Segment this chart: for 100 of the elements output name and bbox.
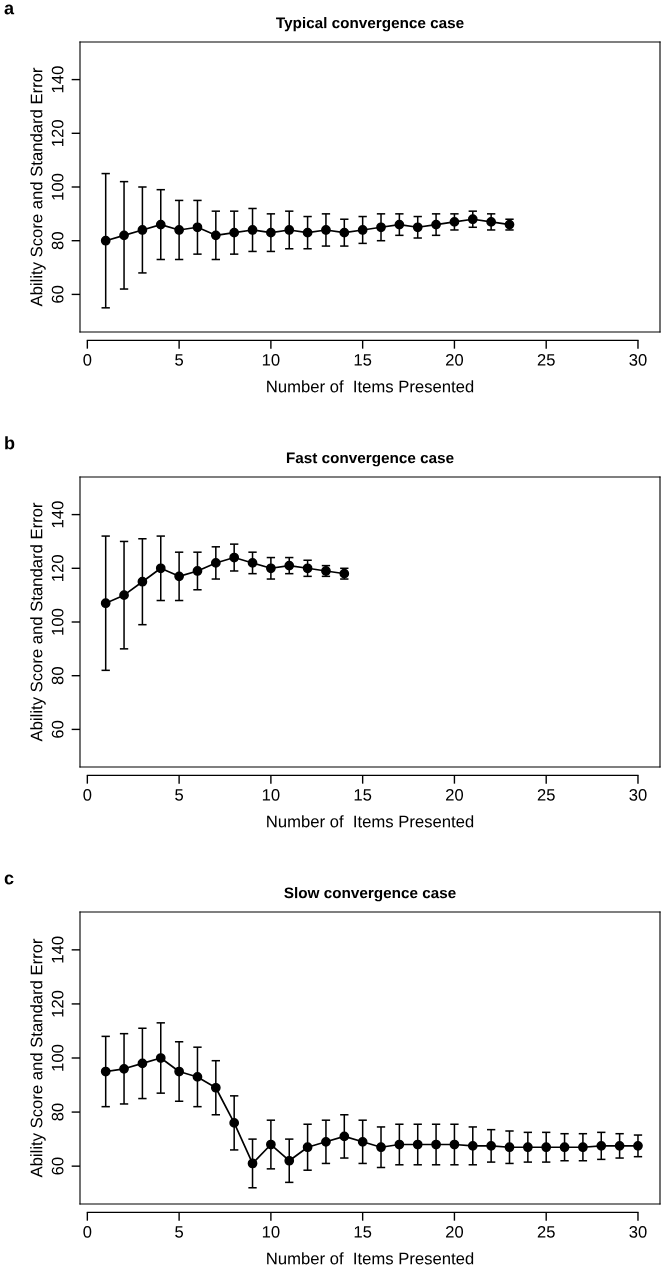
- point: [155, 1053, 166, 1063]
- point: [119, 1063, 129, 1074]
- x-tick-label: 15: [354, 354, 372, 366]
- point: [357, 225, 368, 235]
- point: [137, 225, 148, 235]
- point: [210, 1082, 221, 1093]
- x-axis-title: Number of Items Presented: [267, 1252, 474, 1265]
- x-tick-label: 0: [83, 353, 92, 366]
- y-tick-label: 80: [51, 232, 64, 250]
- point: [578, 1142, 588, 1153]
- x-tick-label: 0: [83, 1225, 92, 1238]
- x-tick-label: 10: [262, 353, 280, 366]
- y-axis-title: Ability Score and Standard Error: [30, 502, 46, 742]
- y-tick-label: 140: [51, 501, 64, 528]
- x-tick-label: 20: [446, 788, 464, 801]
- x-tick-label: 10: [262, 788, 280, 801]
- point: [504, 1142, 515, 1153]
- x-tick-label: 15: [354, 789, 372, 801]
- point: [376, 1142, 386, 1153]
- point: [339, 1131, 350, 1142]
- x-tick-label: 25: [537, 1225, 555, 1238]
- point: [633, 1141, 643, 1151]
- point: [339, 227, 350, 238]
- x-tick-label: 15: [354, 1226, 372, 1238]
- y-tick-label: 60: [51, 1157, 64, 1175]
- point: [137, 1058, 148, 1069]
- point: [229, 227, 240, 238]
- point: [467, 1141, 478, 1151]
- point: [431, 1139, 441, 1150]
- x-tick-label: 30: [629, 353, 647, 366]
- point: [449, 1139, 460, 1150]
- point: [192, 566, 203, 576]
- y-tick-label: 80: [51, 667, 64, 685]
- x-tick-label: 30: [629, 1225, 647, 1238]
- point: [174, 1066, 184, 1077]
- x-tick-label: 5: [175, 789, 184, 801]
- text: c: [4, 874, 14, 885]
- y-axis-title: Ability Score and Standard Error: [30, 67, 46, 307]
- point: [247, 558, 258, 568]
- point: [486, 1141, 497, 1151]
- y-tick-label: 80: [51, 1103, 64, 1121]
- point: [266, 563, 276, 574]
- y-tick-label: 100: [51, 173, 64, 200]
- y-tick-label: 140: [51, 66, 64, 93]
- y-tick-label: 120: [51, 555, 64, 581]
- point: [394, 1139, 405, 1150]
- point: [522, 1142, 533, 1153]
- y-tick-label: 100: [51, 1044, 64, 1071]
- point: [119, 230, 129, 241]
- x-tick-label: 25: [537, 788, 555, 801]
- y-tick-label: 60: [51, 720, 64, 738]
- x-tick-label: 0: [83, 788, 92, 801]
- y-tick-label: 120: [51, 120, 64, 146]
- point: [302, 1142, 313, 1153]
- point: [431, 219, 441, 230]
- point: [486, 217, 497, 227]
- point: [137, 576, 148, 587]
- point: [229, 1118, 240, 1128]
- text: b: [5, 436, 15, 450]
- point: [266, 1139, 276, 1150]
- text: a: [4, 4, 15, 15]
- chart-title: Typical convergence case: [276, 17, 464, 32]
- point: [284, 560, 295, 571]
- point: [559, 1142, 570, 1153]
- point: [449, 217, 460, 227]
- point: [284, 1155, 295, 1166]
- point: [412, 1139, 423, 1150]
- point: [247, 1158, 258, 1169]
- point: [321, 1136, 331, 1147]
- point: [192, 222, 203, 233]
- point: [155, 563, 166, 574]
- point: [302, 563, 313, 574]
- point: [100, 1066, 111, 1077]
- point: [266, 227, 276, 238]
- point: [100, 235, 111, 246]
- point: [376, 222, 386, 233]
- point: [155, 219, 166, 230]
- point: [541, 1142, 552, 1153]
- x-tick-label: 5: [175, 1226, 184, 1238]
- point: [174, 225, 184, 235]
- point: [302, 227, 313, 238]
- chart-title: Fast convergence case: [286, 452, 454, 467]
- point: [412, 222, 423, 233]
- y-tick-label: 60: [51, 285, 64, 303]
- point: [247, 225, 258, 235]
- y-tick-label: 120: [51, 990, 64, 1017]
- x-tick-label: 20: [446, 1225, 464, 1238]
- point: [596, 1141, 607, 1151]
- x-tick-label: 5: [175, 354, 184, 366]
- y-axis-title: Ability Score and Standard Error: [30, 938, 46, 1178]
- point: [614, 1141, 625, 1151]
- x-tick-label: 20: [446, 353, 464, 366]
- point: [357, 1136, 368, 1147]
- x-tick-label: 25: [537, 353, 555, 366]
- point: [210, 558, 221, 568]
- point: [100, 598, 111, 609]
- point: [229, 552, 240, 563]
- point: [192, 1072, 203, 1082]
- point: [467, 214, 478, 225]
- x-tick-label: 30: [629, 788, 647, 801]
